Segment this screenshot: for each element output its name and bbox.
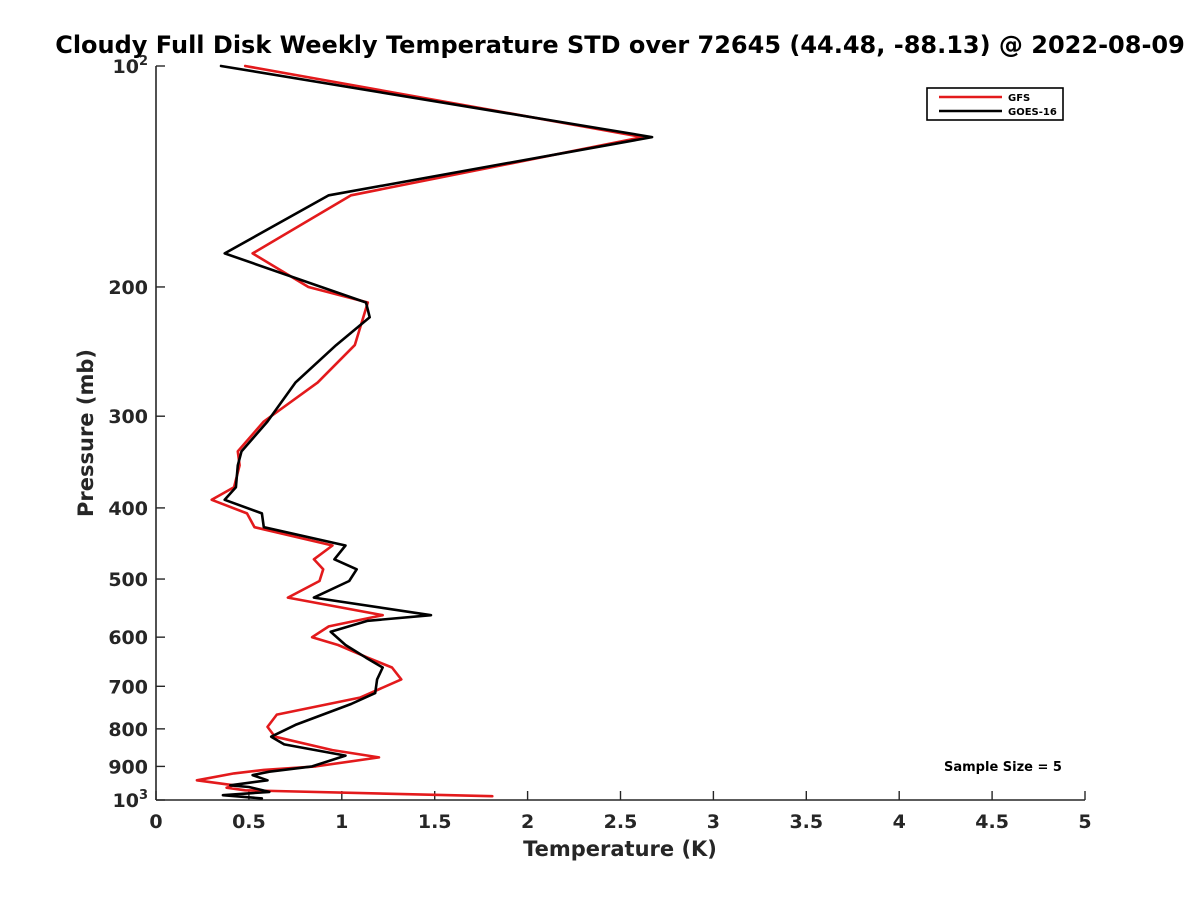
- y-axis-label: Pressure (mb): [74, 349, 98, 517]
- y-tick-label: 400: [108, 498, 148, 520]
- x-tick-label: 2: [521, 811, 534, 833]
- sample-size-annotation: Sample Size = 5: [944, 760, 1062, 775]
- x-tick-label: 5: [1078, 811, 1091, 833]
- legend-label-gfs: GFS: [1008, 93, 1030, 104]
- y-tick-label: 900: [108, 756, 148, 778]
- y-tick-label-base: 10: [113, 56, 139, 78]
- y-tick-label-base: 10: [113, 790, 139, 812]
- y-tick-label: 102: [113, 54, 149, 78]
- x-tick-label: 1.5: [418, 811, 452, 833]
- legend: GFS GOES-16: [926, 87, 1064, 121]
- x-tick-label: 1: [335, 811, 348, 833]
- x-axis-ticks: 0 0.5 1 1.5 2 2.5 3 3.5 4 4.5 5: [149, 791, 1092, 833]
- y-tick-label: 600: [108, 627, 148, 649]
- y-tick-label-exponent: 2: [139, 54, 148, 69]
- y-tick-label: 103: [113, 788, 149, 812]
- y-tick-label: 500: [108, 569, 148, 591]
- x-tick-label: 3.5: [789, 811, 823, 833]
- x-tick-label: 2.5: [604, 811, 638, 833]
- x-tick-label: 4.5: [975, 811, 1009, 833]
- y-tick-label: 700: [108, 676, 148, 698]
- y-tick-label-exponent: 3: [139, 788, 148, 803]
- legend-box: [926, 87, 1064, 121]
- y-tick-label: 200: [108, 277, 148, 299]
- series-lines: [195, 64, 654, 800]
- y-tick-label: 800: [108, 719, 148, 741]
- x-tick-label: 4: [893, 811, 906, 833]
- x-tick-label: 3: [707, 811, 720, 833]
- x-tick-label: 0: [149, 811, 162, 833]
- series-line-gfs: [195, 64, 645, 798]
- x-tick-label: 0.5: [232, 811, 266, 833]
- series-line-goes16: [219, 64, 654, 800]
- legend-label-goes16: GOES-16: [1008, 107, 1057, 118]
- axes: [155, 66, 1085, 801]
- x-axis-label: Temperature (K): [523, 837, 717, 861]
- y-tick-label: 300: [108, 406, 148, 428]
- chart-title: Cloudy Full Disk Weekly Temperature STD …: [55, 31, 1185, 59]
